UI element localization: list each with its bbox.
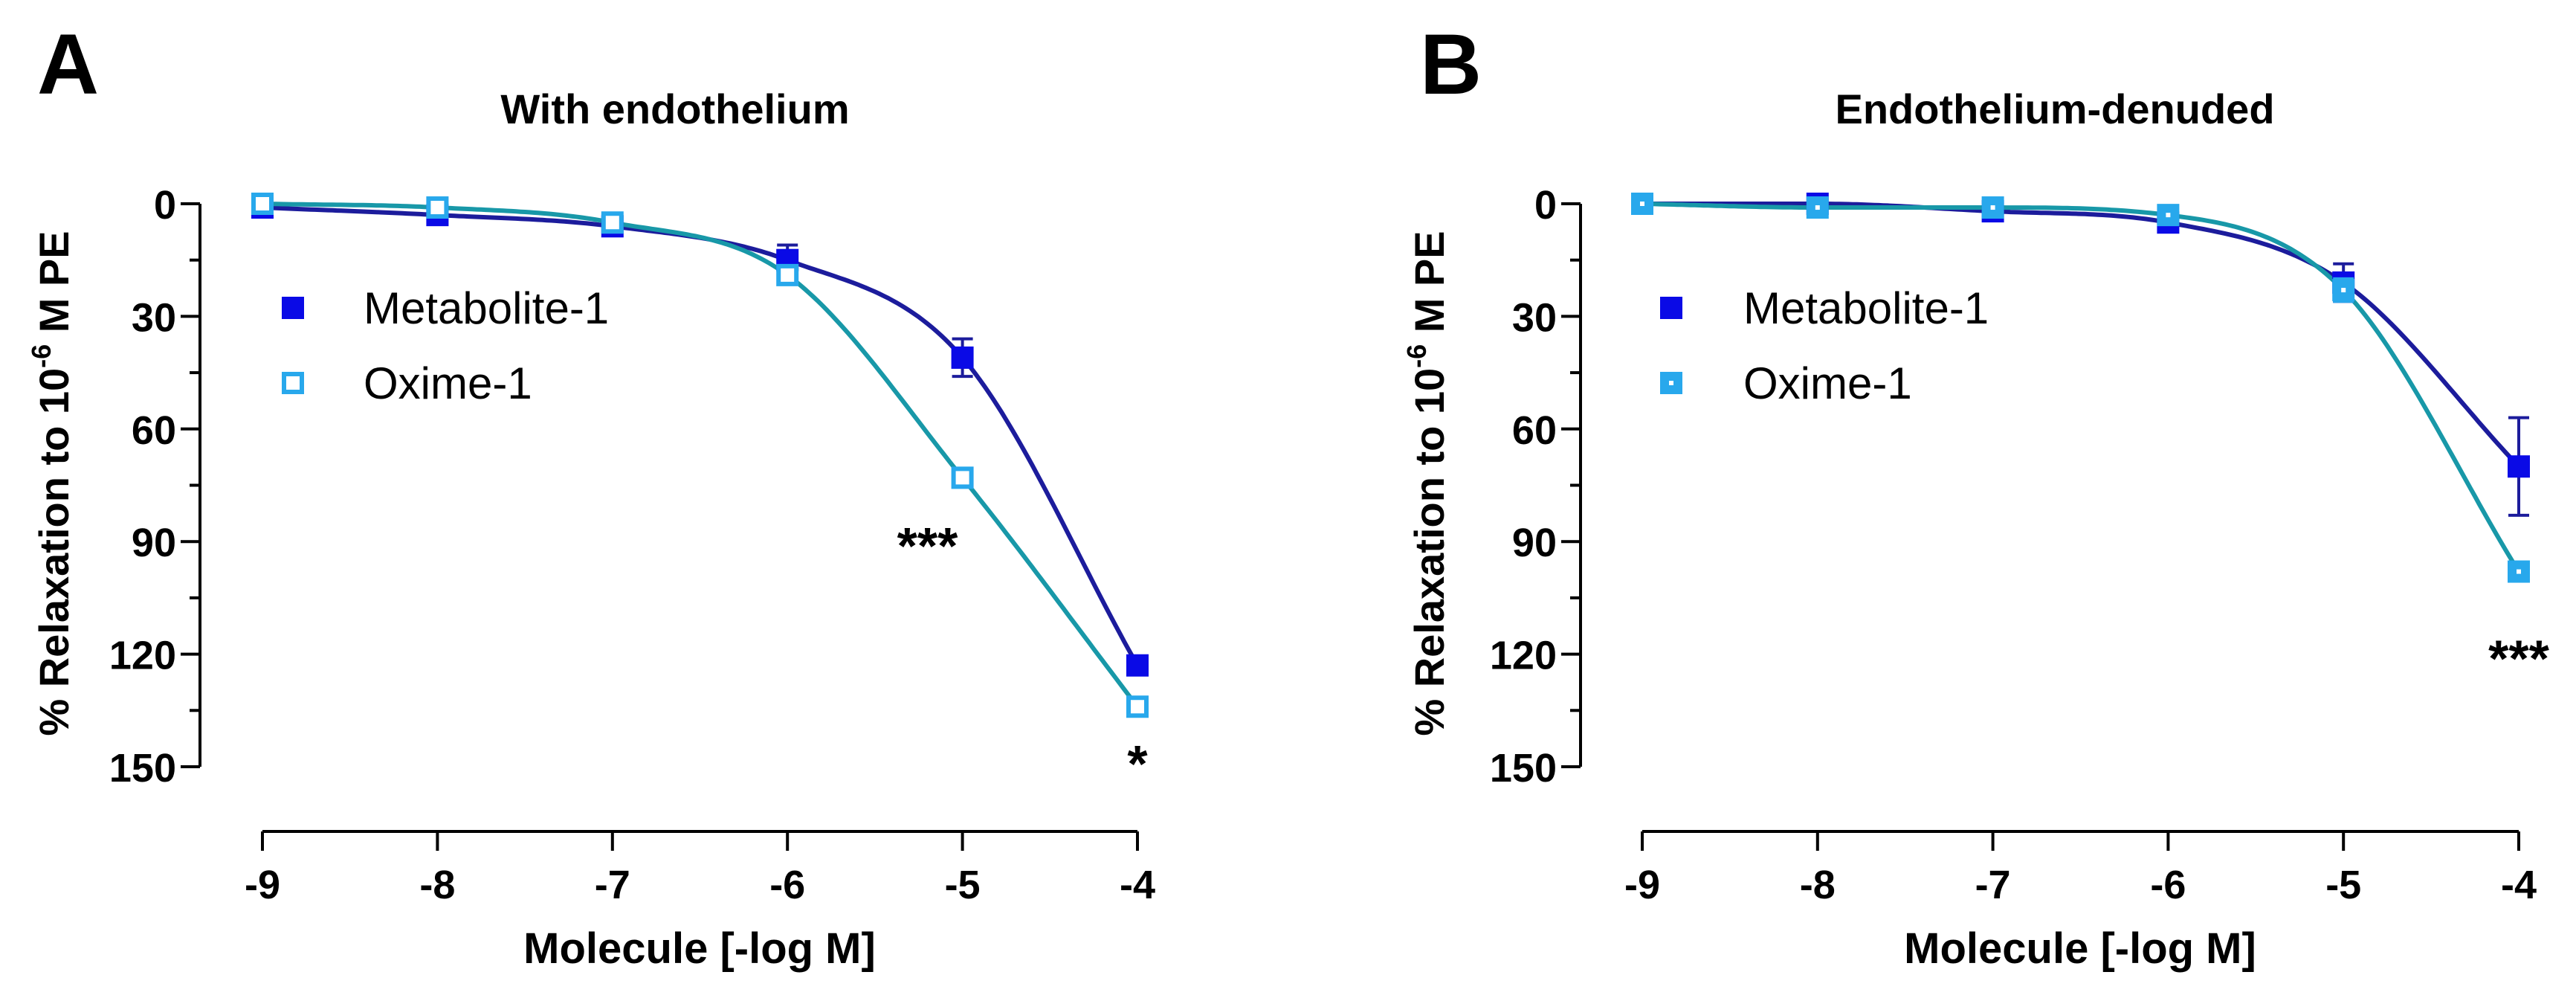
data-point-metabolite xyxy=(2508,455,2530,478)
x-tick-label: -7 xyxy=(1975,863,2011,907)
y-tick-label: 30 xyxy=(132,295,176,340)
legend-marker-metabolite xyxy=(282,297,304,319)
data-point-oxime xyxy=(2157,204,2180,227)
annotation-significance: *** xyxy=(2488,630,2549,688)
x-tick-label: -6 xyxy=(769,863,805,907)
legend-label-metabolite: Metabolite-1 xyxy=(364,283,609,333)
x-tick-label: -7 xyxy=(595,863,630,907)
chart-title: Endothelium-denuded xyxy=(1835,86,2274,132)
data-point-oxime xyxy=(951,466,974,489)
y-tick-label: 60 xyxy=(132,408,176,453)
y-axis-label: % Relaxation to 10-6 M PE xyxy=(26,231,77,736)
x-tick-label: -4 xyxy=(1120,863,1155,907)
fit-curve-metabolite xyxy=(262,205,1140,667)
legend-label-oxime: Oxime-1 xyxy=(364,358,532,408)
data-point-oxime xyxy=(426,196,449,219)
x-axis-label: Molecule [-log M] xyxy=(523,924,876,973)
fit-curve-oxime xyxy=(1642,202,2521,573)
y-tick-label: 150 xyxy=(1490,746,1557,791)
y-tick-label: 60 xyxy=(1512,408,1557,453)
x-tick-label: -8 xyxy=(1800,863,1836,907)
legend-label-oxime: Oxime-1 xyxy=(1743,358,1912,408)
data-point-oxime xyxy=(251,193,274,215)
legend-marker-oxime xyxy=(1660,372,1682,394)
y-tick-label: 0 xyxy=(154,183,176,228)
y-tick-label: 30 xyxy=(1512,295,1557,340)
x-tick-label: -4 xyxy=(2501,863,2537,907)
panel-b: B Endothelium-denuded Molecule [-log M] … xyxy=(1401,17,2550,973)
legend-marker-oxime xyxy=(282,372,304,394)
panel-label: A xyxy=(37,17,99,112)
y-tick-label: 90 xyxy=(1512,521,1557,565)
panel-a: A With endothelium Molecule [-log M] % R… xyxy=(26,17,1155,973)
chart-title: With endothelium xyxy=(500,86,849,132)
data-point-oxime xyxy=(601,211,624,234)
annotation-significance: * xyxy=(1127,735,1148,793)
fit-curve-oxime xyxy=(262,202,1140,709)
data-point-oxime xyxy=(1126,695,1149,718)
y-tick-label: 0 xyxy=(1534,183,1557,228)
x-tick-label: -9 xyxy=(245,863,280,907)
data-point-oxime xyxy=(2508,560,2530,583)
legend-marker-metabolite xyxy=(1660,297,1682,319)
x-tick-label: -8 xyxy=(419,863,455,907)
data-point-oxime xyxy=(776,263,799,286)
y-tick-label: 120 xyxy=(1490,634,1557,678)
panel-label: B xyxy=(1420,17,1482,112)
data-point-metabolite xyxy=(951,346,974,369)
y-tick-label: 120 xyxy=(109,634,176,678)
data-point-oxime xyxy=(1806,196,1829,219)
fit-curve-metabolite xyxy=(1642,202,2521,469)
x-tick-label: -9 xyxy=(1624,863,1660,907)
data-point-metabolite xyxy=(1126,654,1149,677)
annotation-significance: *** xyxy=(897,517,958,575)
data-point-oxime xyxy=(1981,196,2004,219)
y-tick-label: 150 xyxy=(109,746,176,791)
data-point-oxime xyxy=(2332,279,2355,302)
x-tick-label: -6 xyxy=(2150,863,2186,907)
x-axis-label: Molecule [-log M] xyxy=(1904,924,2256,973)
x-tick-label: -5 xyxy=(2325,863,2361,907)
y-tick-label: 90 xyxy=(132,521,176,565)
legend-label-metabolite: Metabolite-1 xyxy=(1743,283,1989,333)
data-point-oxime xyxy=(1631,193,1653,215)
x-tick-label: -5 xyxy=(945,863,981,907)
y-axis-label: % Relaxation to 10-6 M PE xyxy=(1401,231,1453,736)
